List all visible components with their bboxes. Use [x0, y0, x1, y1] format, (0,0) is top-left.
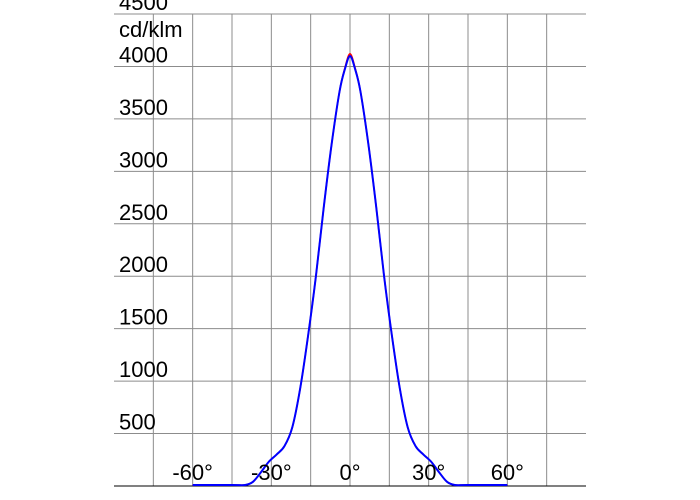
- horizontal-grid-lines: [114, 13, 586, 435]
- y-tick-label: 1000: [119, 357, 168, 382]
- y-tick-label: 4500: [119, 0, 168, 15]
- y-tick-label: 2500: [119, 200, 168, 225]
- series-line-blue: [192, 54, 508, 487]
- x-tick-labels: -60° -30° 0° 30° 60°: [172, 460, 524, 485]
- y-tick-label: 1500: [119, 305, 168, 330]
- y-tick-label: 3000: [119, 147, 168, 172]
- y-tick-label: 3500: [119, 95, 168, 120]
- x-tick-label: 0°: [339, 460, 360, 485]
- x-tick-label: 30°: [412, 460, 445, 485]
- y-tick-labels: 500 1000 1500 2000 2500 3000 3500 4000 4500: [119, 0, 168, 435]
- y-tick-label: 2000: [119, 252, 168, 277]
- y-tick-label: 4000: [119, 42, 168, 67]
- x-tick-label: 60°: [491, 460, 524, 485]
- vertical-grid-lines: [152, 14, 548, 486]
- x-tick-label: -60°: [172, 460, 213, 485]
- y-tick-label: 500: [119, 410, 156, 435]
- x-tick-label: -30°: [251, 460, 292, 485]
- unit-label: cd/klm: [119, 17, 183, 42]
- series-group: [192, 53, 508, 487]
